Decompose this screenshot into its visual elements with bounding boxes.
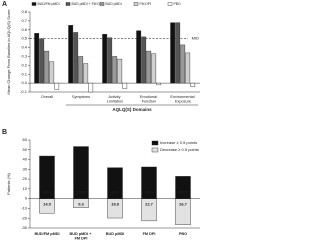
x-tick-label: PBO bbox=[179, 232, 187, 236]
bar bbox=[34, 33, 40, 84]
bar bbox=[156, 82, 162, 86]
bar bbox=[102, 34, 108, 84]
legend-swatch bbox=[99, 2, 105, 6]
y-tick-label: -20 bbox=[21, 215, 28, 220]
y-tick-label: 0.6 bbox=[21, 27, 27, 32]
y-tick-label: 0.2 bbox=[21, 62, 27, 67]
bar bbox=[190, 82, 196, 87]
bar bbox=[117, 58, 123, 84]
bar bbox=[73, 32, 79, 84]
value-label: 19.8 bbox=[111, 202, 120, 207]
value-label: 43.6 bbox=[43, 190, 52, 195]
bar bbox=[185, 52, 191, 84]
x-tick-label: Symptoms bbox=[72, 95, 90, 99]
bar bbox=[54, 82, 60, 90]
legend-swatch bbox=[151, 140, 159, 146]
value-label: 9.3 bbox=[78, 202, 84, 207]
y-tick-label: 50 bbox=[23, 147, 28, 152]
value-label: 22.7 bbox=[145, 202, 154, 207]
x-axis-label: AQLQ(S) Domains bbox=[112, 107, 152, 112]
x-tick-label: BUD pMDI + FM DPI bbox=[70, 232, 93, 241]
legend-label: Decrease ≥ 0.5 points bbox=[160, 147, 199, 152]
y-tick-label: -30 bbox=[21, 225, 28, 230]
x-tick-label: BUD/FM pMDI bbox=[34, 232, 59, 236]
x-tick-label: Environmental Exposure bbox=[170, 95, 195, 104]
x-tick-label: Emotional Function bbox=[140, 95, 158, 104]
legend-swatch bbox=[31, 2, 37, 6]
legend-label: BUD pMDI + FM DPI bbox=[72, 2, 104, 6]
value-label: 14.9 bbox=[43, 202, 52, 207]
y-axis-label: Mean Change From Baseline in AQLQ(S) Sco… bbox=[6, 9, 11, 95]
legend-swatch bbox=[65, 2, 71, 6]
x-tick-label: Activity Limitation bbox=[107, 95, 123, 104]
bar bbox=[141, 36, 147, 84]
bar bbox=[141, 166, 157, 199]
y-tick-label: -0.1 bbox=[20, 89, 28, 94]
bar bbox=[180, 44, 186, 84]
bar bbox=[73, 146, 89, 199]
y-tick-label: 20 bbox=[23, 176, 28, 181]
legend-label: BUD pMDI bbox=[106, 2, 122, 6]
x-tick-label: FM DPI bbox=[143, 232, 156, 236]
reference-label: MID bbox=[192, 36, 199, 41]
legend-label: BUD/FM pMDI bbox=[38, 2, 60, 6]
legend-swatch bbox=[167, 2, 173, 6]
y-tick-label: 0.5 bbox=[21, 36, 27, 41]
bar bbox=[39, 38, 45, 84]
bar bbox=[146, 50, 152, 84]
bar bbox=[107, 167, 123, 199]
y-tick-label: 0.3 bbox=[21, 54, 27, 59]
y-tick-label: -10 bbox=[21, 206, 28, 211]
bar bbox=[44, 50, 50, 84]
bar bbox=[112, 56, 118, 84]
bar bbox=[83, 63, 89, 84]
x-tick-label: BUD pMDI bbox=[106, 232, 125, 236]
y-tick-label: 0.1 bbox=[21, 71, 27, 76]
bar bbox=[39, 155, 55, 199]
bar bbox=[136, 30, 142, 84]
panel-label: B bbox=[2, 129, 7, 136]
y-tick-label: 0.7 bbox=[21, 18, 27, 23]
page: {"chart_data": [ {"type": "bar", "panel_… bbox=[2, 0, 200, 241]
bar bbox=[175, 22, 181, 84]
legend-label: Increase ≥ 0.5 points bbox=[160, 140, 197, 145]
legend-label: PBO bbox=[174, 2, 182, 6]
bar bbox=[107, 37, 113, 84]
bar bbox=[122, 82, 128, 89]
value-label: 22.8 bbox=[179, 190, 188, 195]
y-tick-label: 60 bbox=[23, 137, 28, 142]
bar bbox=[49, 61, 55, 84]
bar bbox=[175, 176, 191, 199]
y-tick-label: 0.0 bbox=[21, 80, 27, 85]
y-tick-label: 0.4 bbox=[21, 45, 27, 50]
bar bbox=[151, 53, 157, 84]
bar bbox=[68, 25, 74, 84]
value-label: 31.7 bbox=[111, 190, 120, 195]
x-tick-label: Overall bbox=[41, 95, 53, 99]
panel-label: A bbox=[2, 1, 7, 8]
y-tick-label: 0.8 bbox=[21, 9, 27, 14]
y-tick-label: 10 bbox=[23, 186, 28, 191]
value-label: 32.4 bbox=[145, 190, 154, 195]
value-label: 53.3 bbox=[77, 190, 86, 195]
bar bbox=[170, 22, 176, 84]
bar bbox=[78, 56, 84, 84]
legend-label: FM DPI bbox=[140, 2, 152, 6]
y-tick-label: 30 bbox=[23, 166, 28, 171]
value-label: 26.7 bbox=[179, 202, 188, 207]
y-tick-label: 0 bbox=[25, 196, 28, 201]
legend-swatch bbox=[151, 147, 159, 153]
bar bbox=[88, 82, 94, 93]
legend-swatch bbox=[133, 2, 139, 6]
y-axis-label: Patients (%) bbox=[6, 172, 11, 194]
y-tick-label: 40 bbox=[23, 157, 28, 162]
